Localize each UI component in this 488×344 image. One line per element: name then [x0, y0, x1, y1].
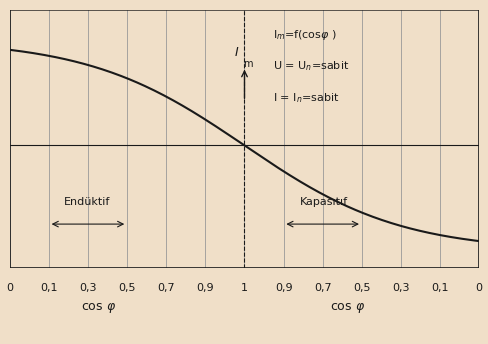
- Text: 0,9: 0,9: [274, 283, 292, 293]
- Text: cos $\varphi$: cos $\varphi$: [329, 301, 365, 315]
- Text: Endüktif: Endüktif: [64, 197, 110, 207]
- Text: 0,1: 0,1: [430, 283, 448, 293]
- Text: 1: 1: [241, 283, 247, 293]
- Text: cos $\varphi$: cos $\varphi$: [81, 301, 116, 315]
- Text: 0,7: 0,7: [157, 283, 175, 293]
- Text: I$_m$=f(cos$\varphi$ ): I$_m$=f(cos$\varphi$ ): [272, 28, 336, 42]
- Text: 0,7: 0,7: [313, 283, 331, 293]
- Text: 0,9: 0,9: [196, 283, 214, 293]
- Text: U = U$_n$=sabit: U = U$_n$=sabit: [272, 60, 348, 73]
- Text: 0,3: 0,3: [391, 283, 409, 293]
- Text: Kapasıtıf: Kapasıtıf: [300, 197, 347, 207]
- Text: 0,1: 0,1: [40, 283, 58, 293]
- Text: 0,5: 0,5: [118, 283, 136, 293]
- Text: 0: 0: [6, 283, 13, 293]
- Text: I = I$_n$=sabit: I = I$_n$=sabit: [272, 92, 339, 105]
- Text: I: I: [234, 46, 238, 58]
- Text: 0: 0: [475, 283, 482, 293]
- Text: 0,3: 0,3: [79, 283, 97, 293]
- Text: 0,5: 0,5: [352, 283, 370, 293]
- Text: m: m: [243, 60, 253, 69]
